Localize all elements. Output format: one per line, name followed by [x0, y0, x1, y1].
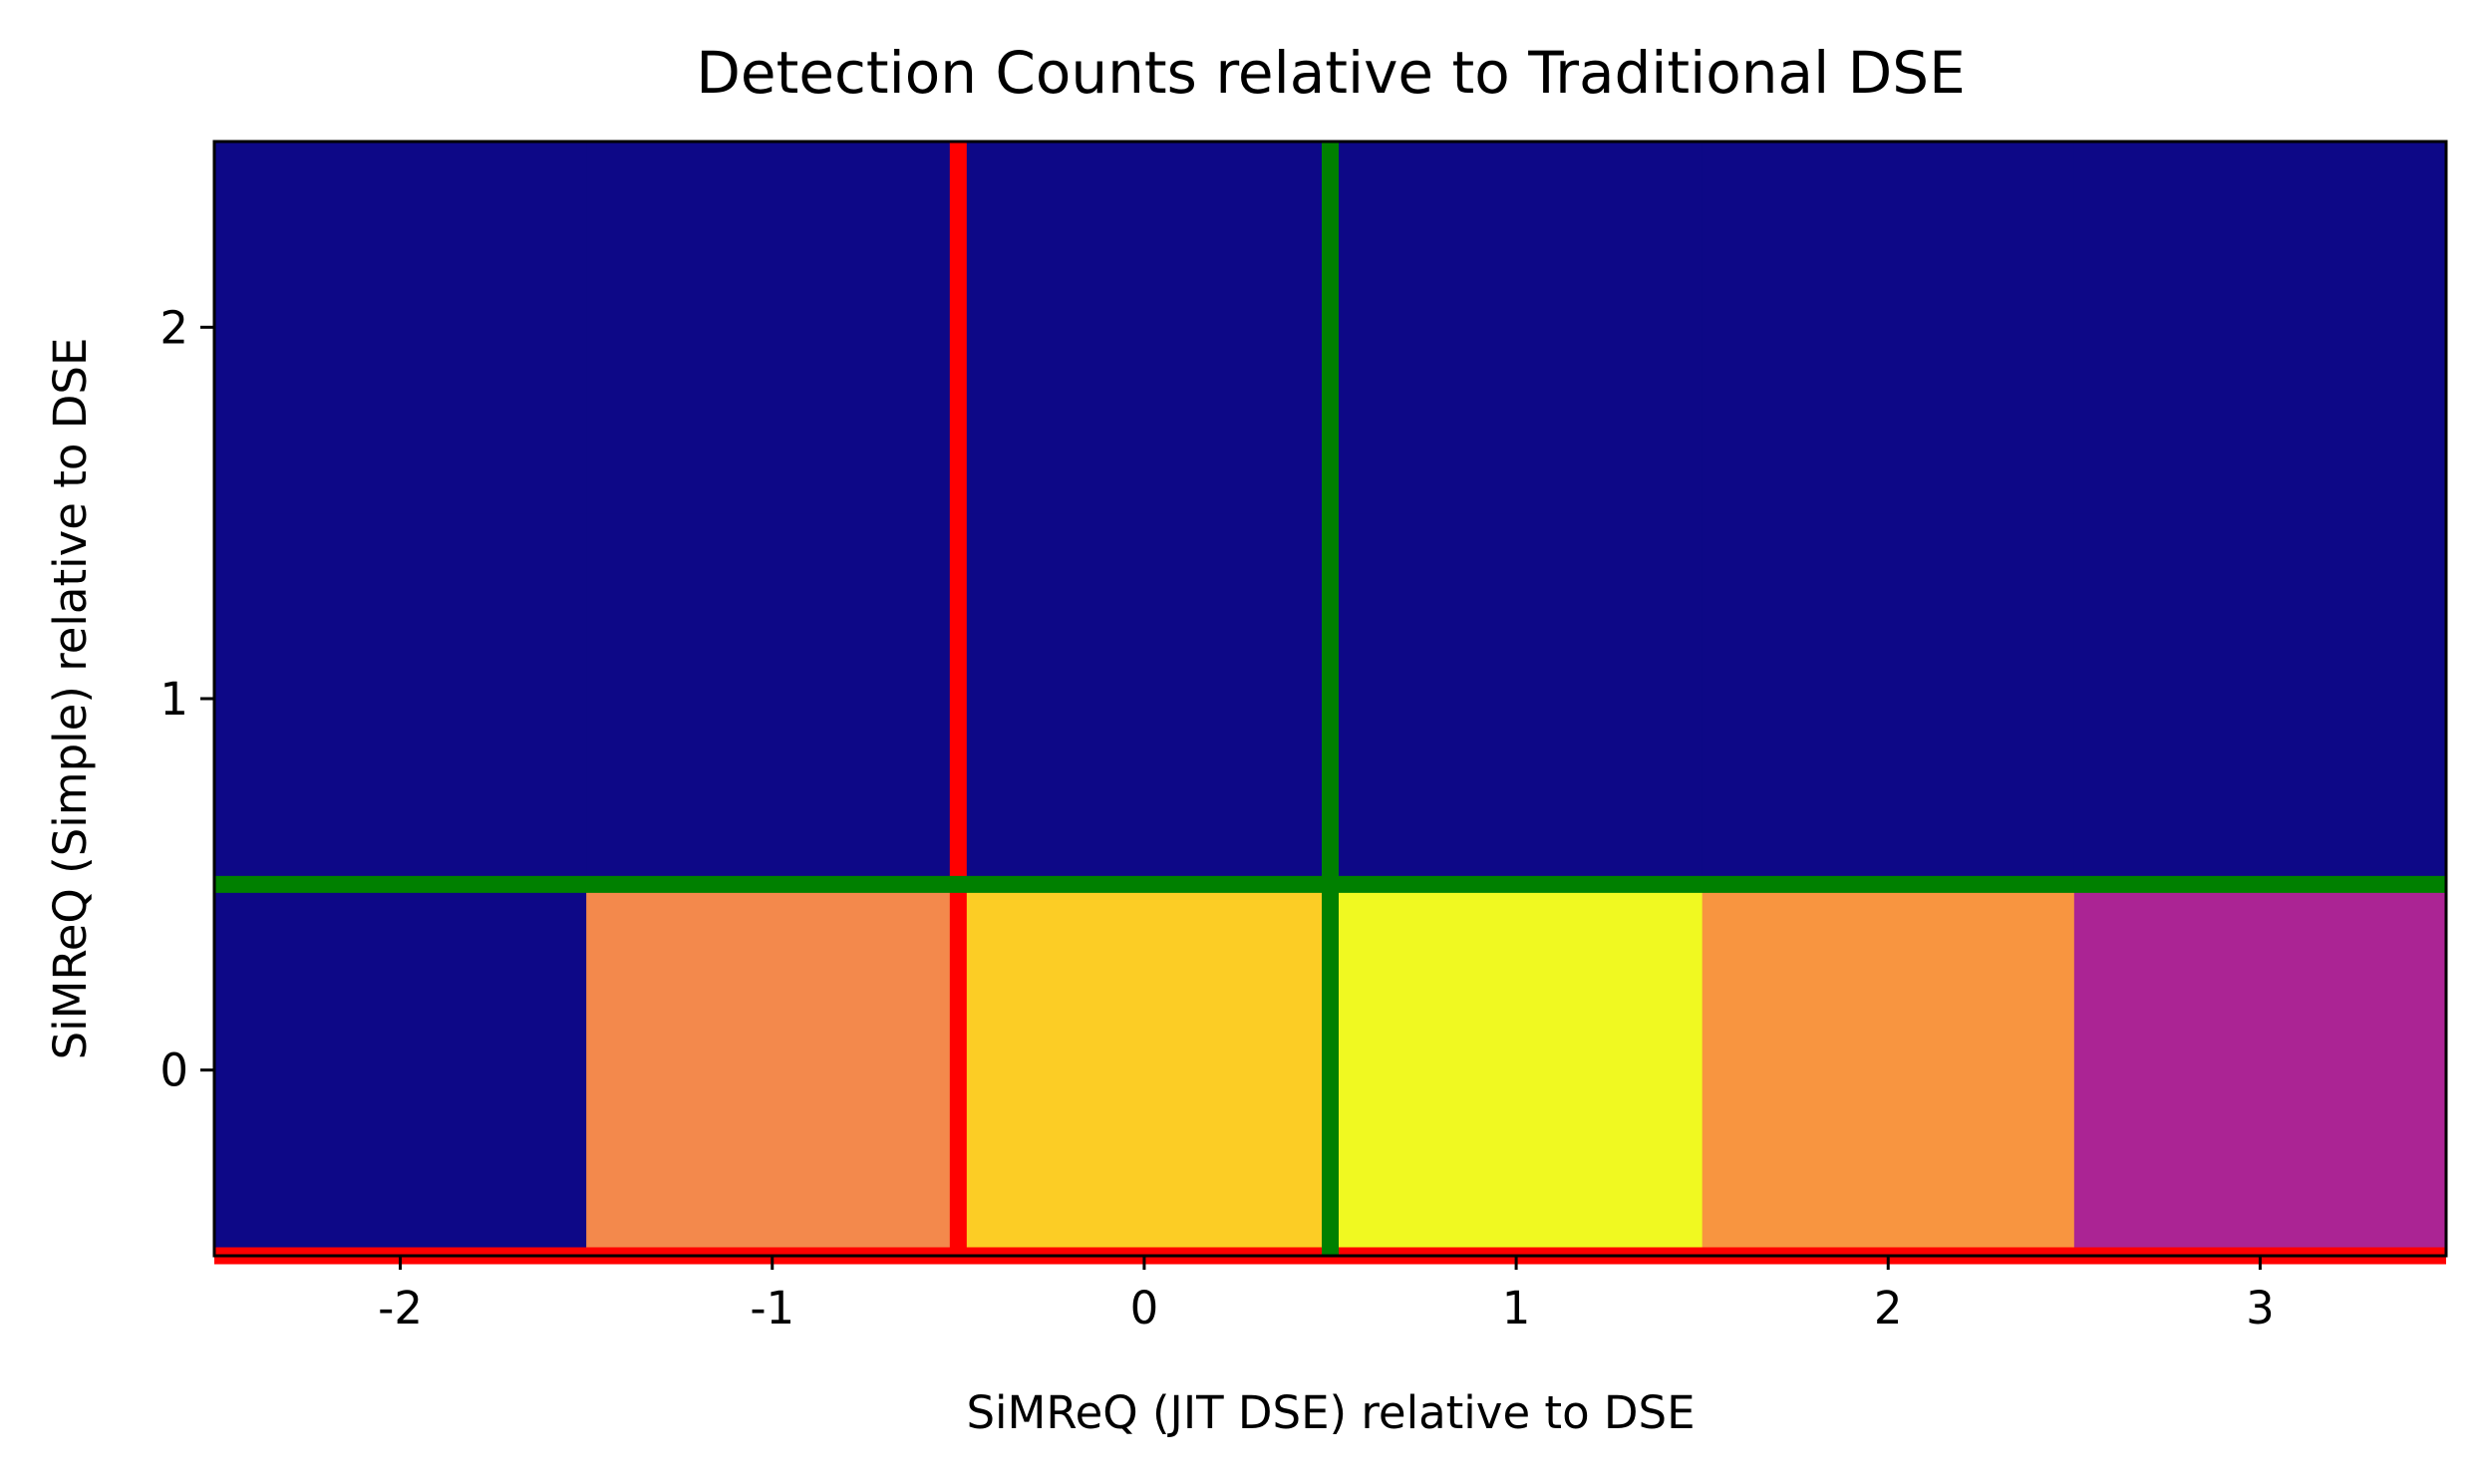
x-tick-label: 2 — [1874, 1282, 1903, 1335]
heatmap-cell — [1330, 512, 1704, 885]
heatmap-cell — [1330, 142, 1704, 514]
x-tick-label: -1 — [750, 1282, 794, 1335]
heatmap-cell — [1702, 142, 2075, 514]
heatmap-cell — [1702, 512, 2075, 885]
x-tick-label: 0 — [1130, 1282, 1159, 1335]
x-tick-label: -2 — [378, 1282, 423, 1335]
heatmap-cell — [586, 142, 959, 514]
x-tick-label: 1 — [1502, 1282, 1531, 1335]
heatmap-cells — [214, 142, 2447, 1257]
heatmap-cell — [958, 884, 1332, 1257]
y-axis-label: SiMReQ (Simple) relative to DSE — [44, 338, 97, 1060]
heatmap-cell — [214, 884, 587, 1257]
heatmap-cell — [2073, 884, 2447, 1257]
x-axis-ticks: -2 -1 0 1 2 3 — [378, 1256, 2275, 1335]
x-tick-label: 3 — [2246, 1282, 2275, 1335]
heatmap-cell — [214, 512, 587, 885]
chart-title: Detection Counts relative to Traditional… — [696, 39, 1966, 107]
y-tick-label: 0 — [159, 1044, 188, 1097]
heatmap-cell — [214, 142, 587, 514]
y-tick-label: 2 — [159, 301, 188, 354]
heatmap-cell — [586, 512, 959, 885]
heatmap-cell — [1330, 884, 1704, 1257]
y-tick-label: 1 — [159, 673, 188, 726]
heatmap-cell — [958, 142, 1332, 514]
heatmap-cell — [1702, 884, 2075, 1257]
y-axis-ticks: 0 1 2 — [159, 301, 214, 1097]
heatmap-cell — [2073, 512, 2447, 885]
x-axis-label: SiMReQ (JIT DSE) relative to DSE — [966, 1386, 1695, 1439]
heatmap-cell — [586, 884, 959, 1257]
heatmap-cell — [2073, 142, 2447, 514]
heatmap-cell — [958, 512, 1332, 885]
